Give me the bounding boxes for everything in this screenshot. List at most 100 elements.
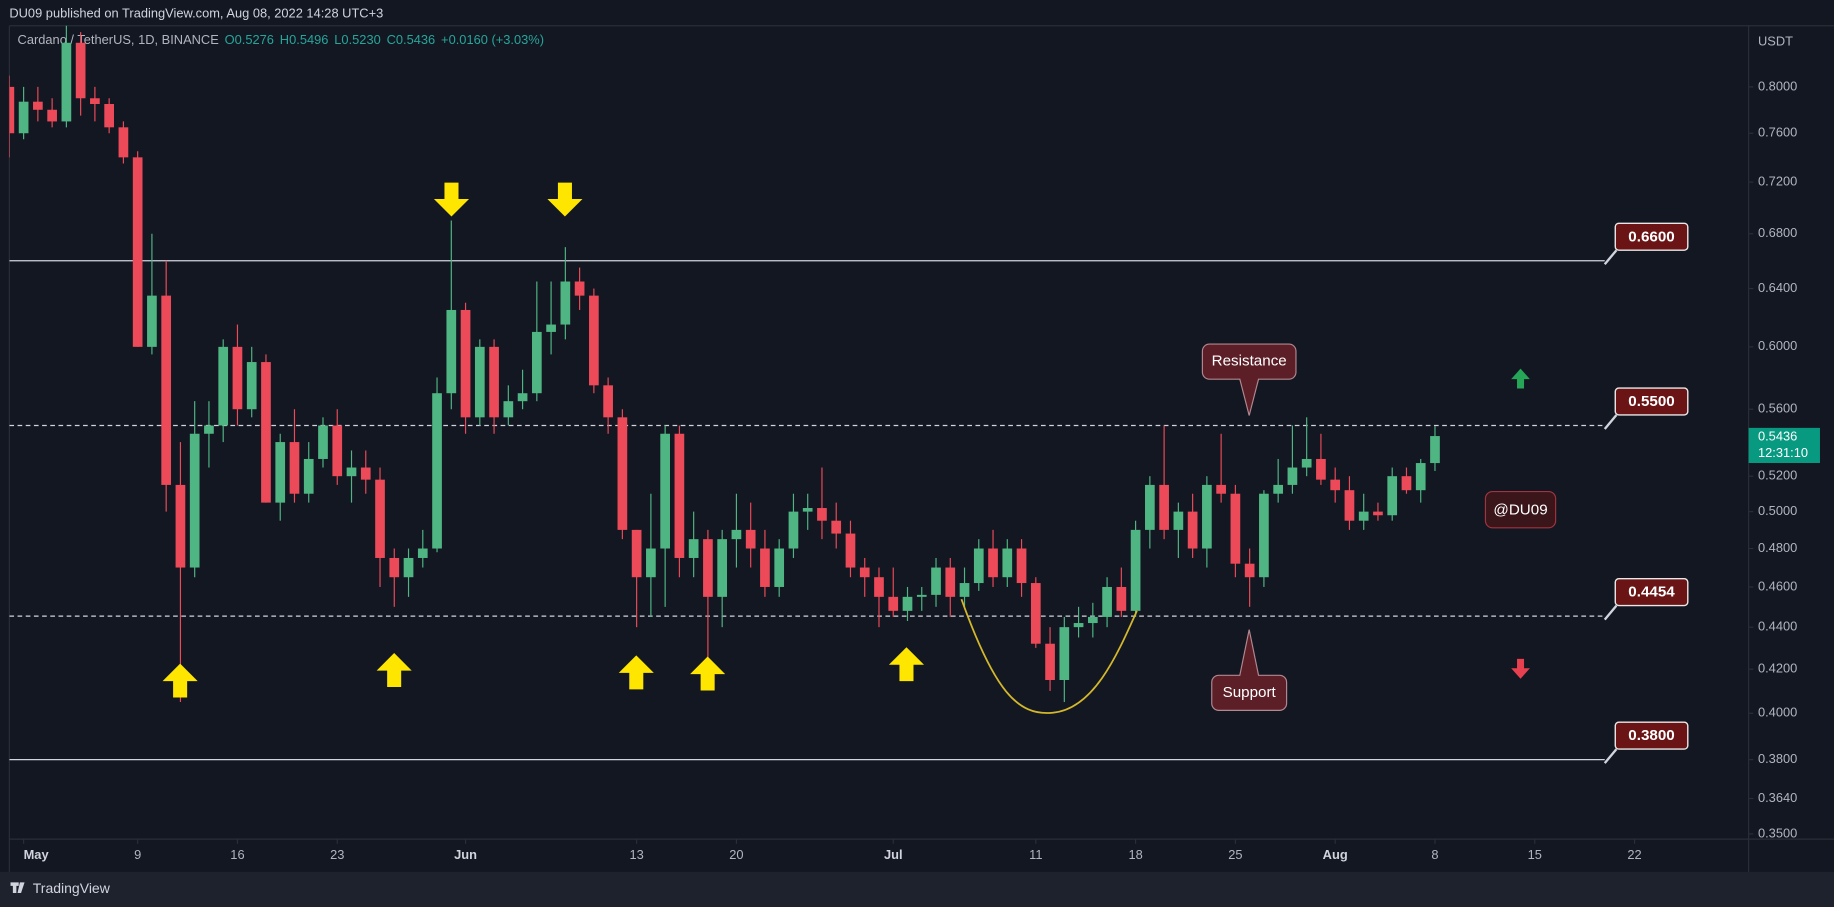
candle-body <box>446 309 457 394</box>
candle-body <box>1316 458 1326 480</box>
candle-body <box>1244 563 1255 578</box>
y-tick-label: 0.6000 <box>1758 338 1797 353</box>
candle-body <box>417 548 428 558</box>
candle-body <box>360 467 371 480</box>
x-tick-label: 22 <box>1627 847 1641 862</box>
candle-body <box>189 433 200 568</box>
candle-body <box>617 417 628 530</box>
plot-area <box>9 25 1605 761</box>
candle-body <box>403 557 414 578</box>
candle-body <box>731 529 742 540</box>
candle-body <box>546 324 556 332</box>
candle-body <box>346 467 357 477</box>
candle-body <box>1330 479 1341 491</box>
level-pointer <box>1603 414 1618 430</box>
arrow-down <box>547 182 583 217</box>
candle-body <box>1430 436 1440 464</box>
x-tick-label: 18 <box>1128 847 1142 862</box>
arrow-down <box>433 182 470 217</box>
candle-body <box>1159 484 1169 530</box>
candle-body <box>33 101 43 110</box>
candle-body <box>1173 511 1184 530</box>
legend: Cardano / TetherUS, 1D, BINANCE O0.5276 H0… <box>18 32 544 47</box>
drawings: Resistance Support @DU09 <box>162 182 1557 714</box>
candle-body <box>175 484 186 568</box>
candle-body <box>703 539 713 597</box>
candle-body <box>646 548 656 578</box>
yellow-arrows <box>162 182 925 698</box>
x-tick-label: Jun <box>454 847 477 862</box>
candle-body <box>1259 493 1269 578</box>
y-tick-label: 0.4000 <box>1758 705 1797 720</box>
candle-body <box>817 508 827 521</box>
candle-body <box>531 331 542 394</box>
candle-body <box>988 548 998 578</box>
candle-body <box>589 295 599 386</box>
candle-body <box>18 101 29 134</box>
candle-body <box>1116 586 1127 611</box>
x-tick-label: 23 <box>330 847 344 862</box>
resistance-label: Resistance <box>1212 353 1287 370</box>
y-tick-label: 0.6400 <box>1758 280 1797 295</box>
candle-body <box>660 433 670 549</box>
publisher: DU09 published on TradingView.com, Aug 0… <box>9 5 383 20</box>
candle-body <box>1230 493 1241 564</box>
x-tick-label: 16 <box>230 847 244 862</box>
candle-body <box>1415 463 1426 491</box>
candle-body <box>859 567 870 578</box>
candle-body <box>503 401 514 418</box>
candle-body <box>1373 511 1383 516</box>
y-unit: USDT <box>1758 34 1793 49</box>
candle-body <box>1002 548 1013 578</box>
ohlc-item: +0.0160 (+3.03%) <box>441 32 544 47</box>
y-tick-label: 0.3500 <box>1758 825 1797 840</box>
candle-body <box>1273 484 1284 494</box>
level-label: 0.6600 <box>1628 228 1674 245</box>
x-tick-label: 15 <box>1528 847 1542 862</box>
y-tick-label: 0.8000 <box>1758 78 1797 93</box>
candle-body <box>1130 529 1141 611</box>
candle-body <box>389 557 400 578</box>
candle-body <box>517 393 528 402</box>
candle-body <box>1287 467 1298 485</box>
candle-body <box>460 309 471 418</box>
footer-bar <box>0 871 1834 907</box>
candle-body <box>1216 484 1226 494</box>
arrow-up <box>618 655 654 690</box>
candle-body <box>888 596 899 611</box>
candle-body <box>1145 484 1155 530</box>
ohlc-item: L0.5230 <box>334 32 380 47</box>
candle-body <box>246 362 257 410</box>
candle-body <box>489 346 499 418</box>
arrow-up <box>162 663 198 698</box>
y-tick-label: 0.6800 <box>1758 225 1797 240</box>
y-tick-label: 0.5600 <box>1758 401 1797 416</box>
candle-body <box>1387 476 1398 516</box>
arrow-up <box>690 656 726 691</box>
candle-body <box>132 157 143 347</box>
red-arrow <box>1511 658 1530 679</box>
candle-body <box>318 425 328 459</box>
candle-body <box>218 346 229 426</box>
candle-body <box>1344 490 1355 521</box>
ohlc-item: H0.5496 <box>280 32 329 47</box>
y-tick-label: 0.4400 <box>1758 619 1797 634</box>
watermark-box <box>1484 490 1557 529</box>
x-tick-label: Aug <box>1323 847 1348 862</box>
candle-body <box>275 442 286 503</box>
symbol-title: Cardano / TetherUS, 1D, BINANCE <box>18 32 220 47</box>
y-tick-label: 0.7200 <box>1758 173 1797 188</box>
candle-body <box>1358 511 1369 521</box>
y-tick-label: 0.4600 <box>1758 578 1797 593</box>
level-box <box>1614 222 1689 251</box>
candle-body <box>61 42 72 122</box>
y-tick-label: 0.7600 <box>1758 125 1797 140</box>
watermark: @DU09 <box>1493 501 1547 518</box>
candle-body <box>1087 616 1098 624</box>
candle-body <box>9 86 15 134</box>
candle-body <box>1045 643 1055 681</box>
candle-body <box>1102 586 1112 617</box>
candle-body <box>1301 458 1312 468</box>
candle-body <box>788 511 799 549</box>
